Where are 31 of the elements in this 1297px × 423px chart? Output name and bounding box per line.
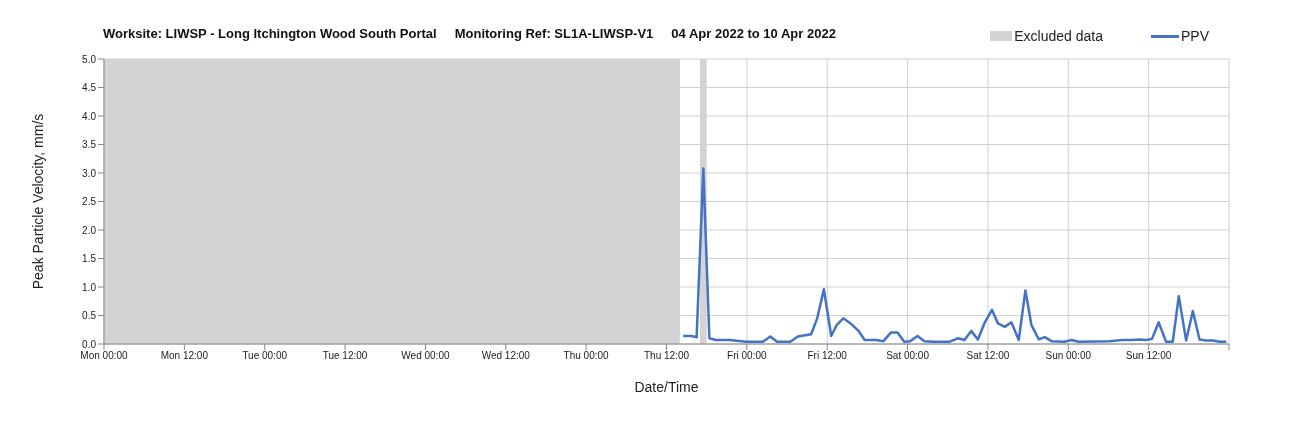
x-tick-label: Fri 00:00	[727, 350, 768, 362]
y-tick-label: 1.0	[82, 281, 97, 293]
y-tick-label: 4.5	[82, 82, 97, 94]
y-tick-label: 0.5	[82, 310, 97, 322]
y-tick-label: 0.0	[82, 338, 97, 350]
x-axis-title: Date/Time	[634, 379, 699, 395]
x-tick-label: Tue 00:00	[242, 350, 288, 362]
x-tick-label: Sat 12:00	[966, 350, 1010, 362]
y-tick-label: 2.0	[82, 224, 97, 236]
y-tick-label: 5.0	[82, 53, 97, 65]
x-tick-label: Tue 12:00	[322, 350, 368, 362]
y-axis-title: Peak Particle Velocity, mm/s	[29, 113, 46, 290]
x-tick-label: Mon 12:00	[160, 350, 209, 362]
x-tick-label: Sun 12:00	[1125, 350, 1172, 362]
legend-label: PPV	[1180, 28, 1209, 44]
chart-title: Worksite: LIWSP - Long Itchington Wood South Portal Monitoring Ref: SL1A-LIWSP-V1 04 Apr 2022 to 10 Apr 2022	[103, 26, 836, 41]
line-series	[681, 167, 1228, 343]
x-tick-label: Wed 00:00	[401, 350, 450, 362]
y-tick-label: 3.0	[82, 167, 97, 179]
y-tick-label: 4.0	[82, 110, 97, 122]
y-tick-label: 3.5	[82, 139, 97, 151]
x-tick-label: Wed 12:00	[481, 350, 531, 362]
x-tick-label: Fri 12:00	[807, 350, 848, 362]
y-tick-label: 1.5	[82, 253, 97, 265]
x-tick-label: Mon 00:00	[80, 350, 129, 362]
x-tick-label: Sun 00:00	[1045, 350, 1092, 362]
x-tick-label: Sat 00:00	[886, 350, 930, 362]
y-tick-label: 2.5	[82, 196, 97, 208]
legend-label: Excluded data	[1014, 28, 1103, 44]
x-tick-label: Thu 12:00	[643, 350, 690, 362]
x-tick-label: Thu 00:00	[563, 350, 610, 362]
